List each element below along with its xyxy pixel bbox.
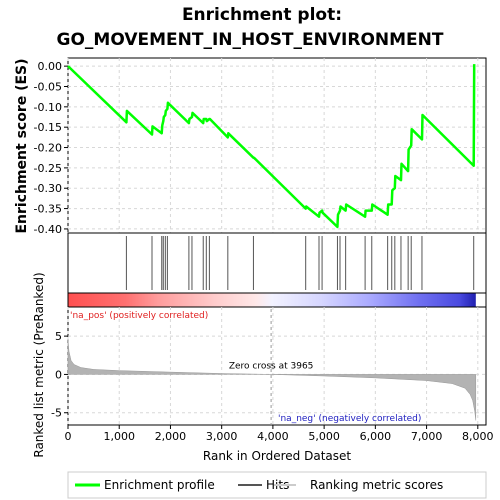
es-y-tick-label: -0.35 — [34, 203, 62, 216]
x-tick-label: 7,000 — [411, 430, 443, 443]
es-y-tick-label: 0.00 — [38, 60, 63, 73]
metric-y-axis-label: Ranked list metric (PreRanked) — [32, 272, 46, 457]
x-tick-label: 3,000 — [206, 430, 238, 443]
x-tick-label: 5,000 — [308, 430, 340, 443]
legend: Enrichment profile Hits Ranking metric s… — [67, 471, 487, 499]
metric-y-tick-label: 5 — [55, 330, 62, 343]
es-y-tick-label: -0.05 — [34, 80, 62, 93]
es-line — [67, 64, 476, 229]
x-tick-label: 8,000 — [462, 430, 494, 443]
x-axis-label: Rank in Ordered Dataset — [203, 449, 351, 463]
es-line-group — [67, 64, 476, 229]
hits-panel-frame — [67, 232, 487, 294]
chart-title-line1: Enrichment plot: — [182, 5, 342, 25]
es-y-axis-label: Enrichment score (ES) — [14, 58, 30, 233]
metric-y-tick-label: -5 — [51, 407, 62, 420]
x-tick-label: 4,000 — [257, 430, 289, 443]
x-axis-ticks: 0 1,000 2,000 3,000 4,000 5,000 6,000 7,000 8,00… — [65, 425, 494, 443]
rank-color-gradient — [68, 293, 476, 307]
metric-y-ticks: 5 0 -5 — [51, 330, 68, 420]
metric-area — [67, 339, 477, 421]
es-y-tick-label: -0.25 — [34, 162, 62, 175]
metric-panel-frame — [67, 306, 487, 426]
hit-lines — [125, 236, 475, 290]
es-gridlines — [67, 58, 486, 233]
es-panel: 0.00 -0.05 -0.10 -0.15 -0.20 -0.25 -0.30 -0.35 -… — [14, 57, 487, 236]
x-tick-label: 0 — [65, 430, 72, 443]
legend-enrichment-label: Enrichment profile — [104, 478, 215, 492]
x-tick-label: 1,000 — [103, 430, 135, 443]
x-tick-label: 6,000 — [360, 430, 392, 443]
hits-panel — [67, 232, 487, 294]
rank-color-bar — [67, 292, 487, 308]
es-y-ticks: 0.00 -0.05 -0.10 -0.15 -0.20 -0.25 -0.30 -0.35 -… — [34, 60, 68, 236]
chart-title-line2: GO_MOVEMENT_IN_HOST_ENVIRONMENT — [57, 30, 444, 50]
metric-panel: 50-5 Zero cross at 3965 'na_pos' (positi… — [32, 272, 487, 458]
es-y-tick-label: -0.10 — [34, 101, 62, 114]
metric-area-group — [67, 339, 477, 421]
es-y-tick-label: -0.15 — [34, 121, 62, 134]
es-y-tick-label: -0.40 — [34, 223, 62, 236]
x-tick-label: 2,000 — [155, 430, 187, 443]
es-panel-frame — [67, 57, 487, 234]
es-y-tick-label: -0.30 — [34, 182, 62, 195]
metric-y-tick-label: 0 — [55, 368, 62, 381]
pos-correlated-label: 'na_pos' (positively correlated) — [70, 311, 208, 321]
neg-correlated-label: 'na_neg' (negatively correlated) — [278, 414, 421, 424]
zero-cross-label: Zero cross at 3965 — [229, 361, 314, 371]
legend-ranking-label: Ranking metric scores — [310, 478, 443, 492]
es-y-tick-label: -0.20 — [34, 142, 62, 155]
